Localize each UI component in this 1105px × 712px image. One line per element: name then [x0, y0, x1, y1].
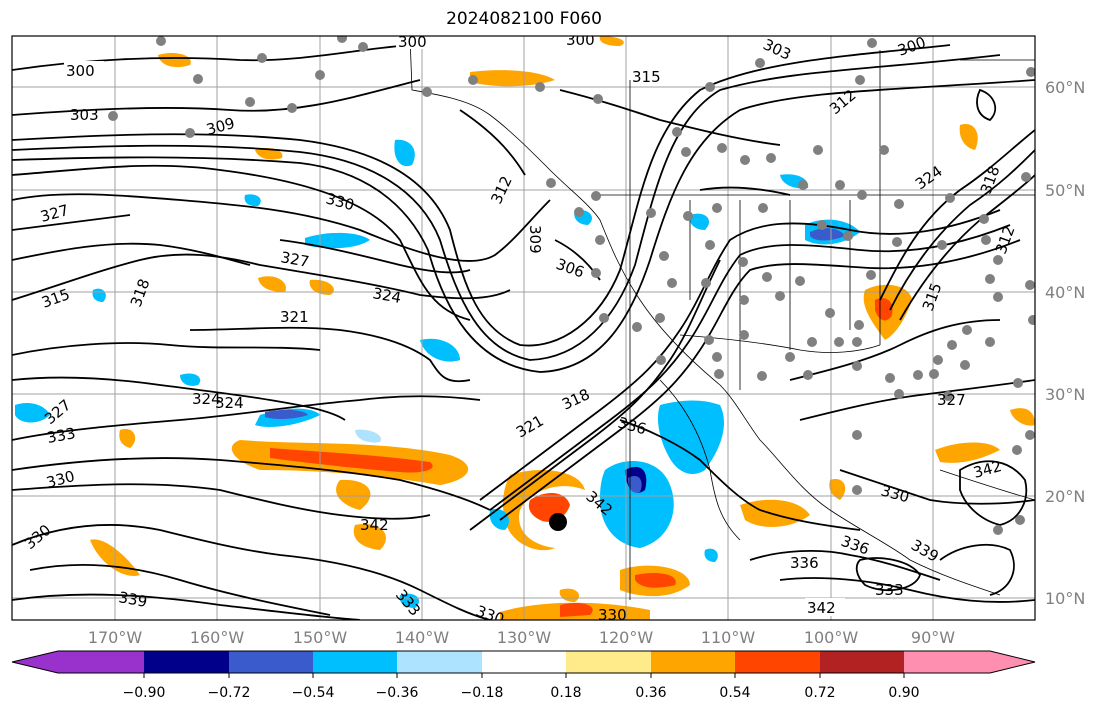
- colorbar-segment: [482, 651, 566, 673]
- lon-label: 100°W: [804, 628, 859, 647]
- lat-label: 50°N: [1045, 181, 1085, 200]
- colorbar-segment: [651, 651, 735, 673]
- lat-label: 60°N: [1045, 78, 1085, 97]
- colorbar-segment: [229, 651, 313, 673]
- contour-label: 327: [279, 248, 310, 271]
- lon-label: 170°W: [88, 628, 143, 647]
- map-title: 2024082100 F060: [446, 9, 602, 29]
- colorbar-tick-label: 0.54: [719, 685, 750, 701]
- contour-label: 333: [875, 581, 904, 599]
- lat-label: 10°N: [1045, 589, 1085, 608]
- lon-label: 150°W: [293, 628, 348, 647]
- colorbar-tick-label: 0.72: [804, 685, 835, 701]
- colorbar-segment: [735, 651, 820, 673]
- station-markers: [108, 36, 1035, 535]
- contour-label: 321: [280, 308, 309, 326]
- lat-label: 30°N: [1045, 385, 1085, 404]
- colorbar-tick-label: 0.18: [550, 685, 581, 701]
- contour-label: 300: [398, 33, 427, 51]
- colorbar-outline: [11, 650, 1036, 674]
- contour-label: 342: [807, 599, 836, 617]
- contour-label: 324: [192, 390, 221, 408]
- colorbar-tick-label: −0.72: [208, 685, 251, 701]
- colorbar-segment: [566, 651, 651, 673]
- lon-label: 140°W: [395, 628, 450, 647]
- map-frame: [11, 35, 1036, 621]
- longitude-labels: 170°W 160°W 150°W 140°W 130°W 120°W 110°…: [88, 628, 955, 647]
- storm-marker: [549, 513, 567, 531]
- contour-label: 327: [937, 391, 966, 409]
- lat-label: 20°N: [1045, 487, 1085, 506]
- contour-label: 303: [70, 106, 99, 124]
- colorbar-extend-right: [990, 651, 1035, 673]
- theta-contours: [12, 44, 1035, 620]
- colorbar-extend-left: [12, 651, 58, 673]
- contour-label: 315: [632, 68, 661, 86]
- colorbar-segment: [313, 651, 397, 673]
- contour-label: 300: [66, 62, 95, 80]
- colorbar-segment: [58, 651, 144, 673]
- colorbar-segment: [397, 651, 482, 673]
- contour-label: 330: [598, 606, 627, 624]
- colorbar-tick-label: −0.90: [123, 685, 166, 701]
- lon-label: 130°W: [497, 628, 552, 647]
- colorbar-segment: [904, 651, 990, 673]
- latitude-labels: 60°N 50°N 40°N 30°N 20°N 10°N: [1045, 78, 1085, 608]
- lat-label: 40°N: [1045, 283, 1085, 302]
- colorbar-tick-label: 0.90: [888, 685, 919, 701]
- colorbar-segment: [144, 651, 229, 673]
- lon-label: 110°W: [701, 628, 756, 647]
- colorbar-segment: [820, 651, 904, 673]
- contour-label: 324: [215, 394, 244, 412]
- contour-label: 309: [526, 225, 544, 254]
- contour-label: 333: [46, 424, 77, 447]
- lon-label: 160°W: [190, 628, 245, 647]
- map-plot-area: 300 300 303 300 303 300 309 312 315 312 …: [12, 31, 1035, 624]
- colorbar-tick-label: −0.18: [461, 685, 504, 701]
- lon-label: 120°W: [599, 628, 654, 647]
- contour-label: 300: [566, 31, 595, 49]
- contour-label: 339: [117, 588, 148, 611]
- contour-label: 336: [790, 554, 819, 572]
- colorbar-tick-label: −0.54: [292, 685, 335, 701]
- lon-label: 90°W: [911, 628, 955, 647]
- contour-label: 324: [371, 284, 402, 307]
- contour-label: 342: [360, 516, 389, 534]
- colorbar: −0.90 −0.72 −0.54 −0.36 −0.18 0.18 0.36 …: [11, 650, 1036, 701]
- colorbar-tick-label: 0.36: [635, 685, 666, 701]
- negative-shading: [15, 139, 860, 608]
- colorbar-tick-label: −0.36: [376, 685, 419, 701]
